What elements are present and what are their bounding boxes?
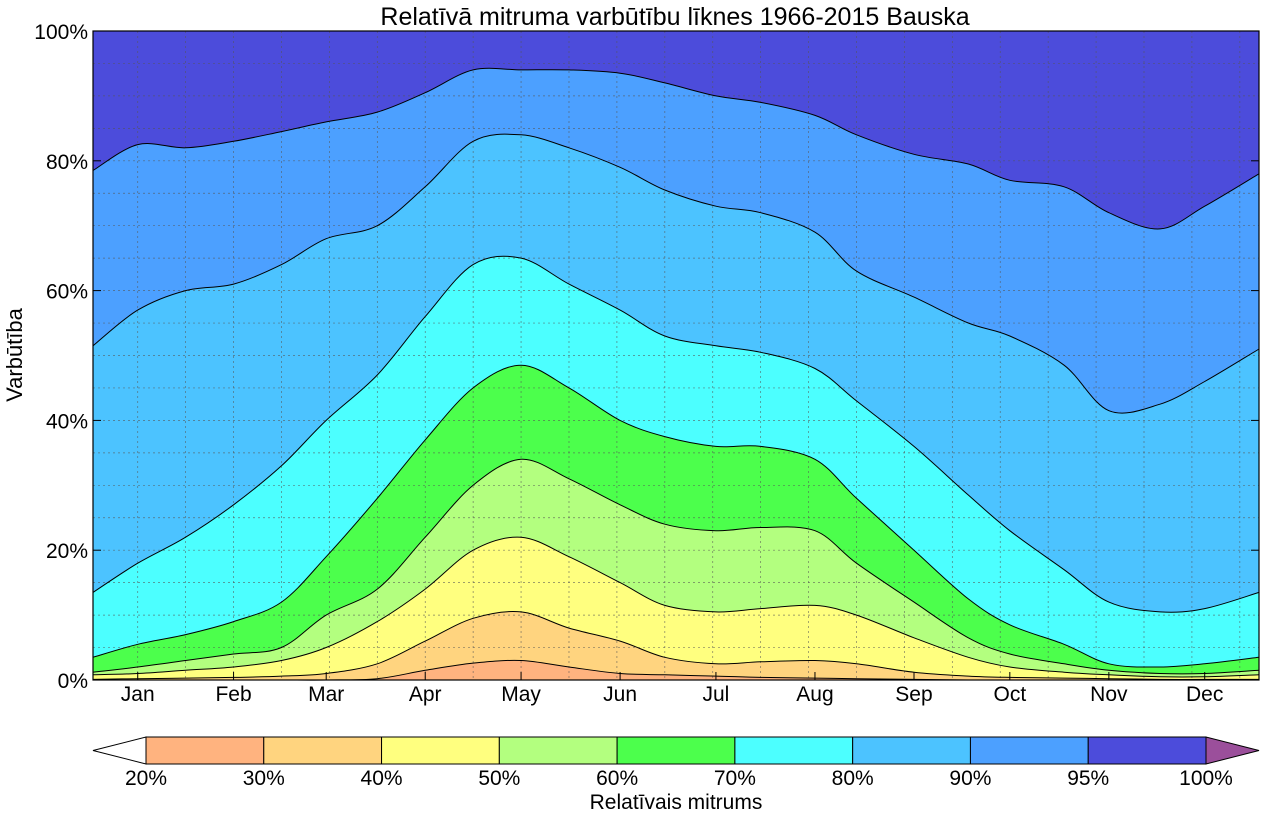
colorbar-tick-label: 95% bbox=[1067, 767, 1109, 790]
x-tick-label: Aug bbox=[796, 683, 833, 706]
boundary-line-70pct bbox=[92, 255, 1260, 613]
colorbar-tick-label: 80% bbox=[832, 767, 874, 790]
y-tick-label: 20% bbox=[46, 540, 88, 563]
y-tick-label: 0% bbox=[58, 670, 88, 693]
colorbar-over-arrow bbox=[1205, 736, 1260, 765]
colorbar-under-arrow bbox=[92, 736, 147, 765]
x-tick-label: Jul bbox=[703, 683, 730, 706]
colorbar-tick-label: 30% bbox=[243, 767, 285, 790]
x-tick-label: May bbox=[501, 683, 541, 706]
colorbar-label: Relatīvais mitrums bbox=[590, 791, 763, 814]
boundary-line-80pct bbox=[92, 133, 1260, 414]
area-band-20pct bbox=[93, 660, 1259, 681]
colorbar-tick-label: 70% bbox=[714, 767, 756, 790]
colorbar-segment-40pct bbox=[381, 736, 500, 765]
colorbar-segment-20pct bbox=[145, 736, 265, 765]
x-axis-ticks: Jan Feb Mar Apr May Jun Jul Aug Sep Oct Nov Dec bbox=[121, 672, 1223, 706]
x-tick-label: Jan bbox=[121, 683, 155, 706]
boundary-line-30pct bbox=[92, 610, 1259, 680]
colorbar-tick-label: 90% bbox=[949, 767, 991, 790]
y-axis-label: Varbūtība bbox=[2, 307, 27, 402]
colorbar-tick-label: 50% bbox=[478, 767, 520, 790]
colorbar: 20% 30% 40% 50% 60% 70% 80% 90% 95% 100% bbox=[92, 736, 1260, 790]
x-tick-label: Nov bbox=[1090, 683, 1128, 706]
x-tick-label: Apr bbox=[409, 683, 442, 706]
y-tick-label: 60% bbox=[46, 281, 88, 304]
axes-frame bbox=[92, 30, 1260, 681]
colorbar-tick-label: 100% bbox=[1179, 767, 1233, 790]
probability-lines bbox=[92, 67, 1260, 681]
colorbar-segment-95pct bbox=[1087, 736, 1207, 765]
x-tick-label: Sep bbox=[895, 683, 932, 706]
colorbar-segment-60pct bbox=[616, 736, 736, 765]
chart-title: Relatīvā mitruma varbūtību līknes 1966-2… bbox=[380, 3, 969, 31]
colorbar-tick-label: 20% bbox=[125, 767, 167, 790]
colorbar-segment-70pct bbox=[734, 736, 854, 765]
area-band-30pct bbox=[93, 611, 1259, 680]
colorbar-segment-90pct bbox=[969, 736, 1089, 765]
y-axis-ticks: 0% 20% 40% 60% 80% 100% bbox=[34, 21, 1259, 693]
x-tick-label: Mar bbox=[308, 683, 344, 706]
colorbar-segment-30pct bbox=[263, 736, 383, 765]
colorbar-tick-label: 60% bbox=[596, 767, 638, 790]
y-tick-label: 80% bbox=[46, 151, 88, 174]
y-tick-label: 40% bbox=[46, 410, 88, 433]
boundary-line-50pct bbox=[92, 458, 1260, 675]
x-tick-label: Dec bbox=[1186, 683, 1223, 706]
colorbar-segment-80pct bbox=[852, 736, 971, 765]
x-tick-label: Oct bbox=[993, 683, 1026, 706]
grid-lines bbox=[93, 31, 1259, 680]
x-tick-label: Jun bbox=[603, 683, 637, 706]
plot-frame bbox=[92, 30, 1260, 681]
x-tick-label: Feb bbox=[215, 683, 251, 706]
boundary-line-60pct bbox=[92, 364, 1260, 668]
boundary-line-40pct bbox=[92, 536, 1260, 678]
y-tick-label: 100% bbox=[34, 21, 88, 44]
colorbar-segment-50pct bbox=[498, 736, 618, 765]
boundary-line-90pct bbox=[92, 67, 1260, 230]
colorbar-tick-label: 40% bbox=[361, 767, 403, 790]
